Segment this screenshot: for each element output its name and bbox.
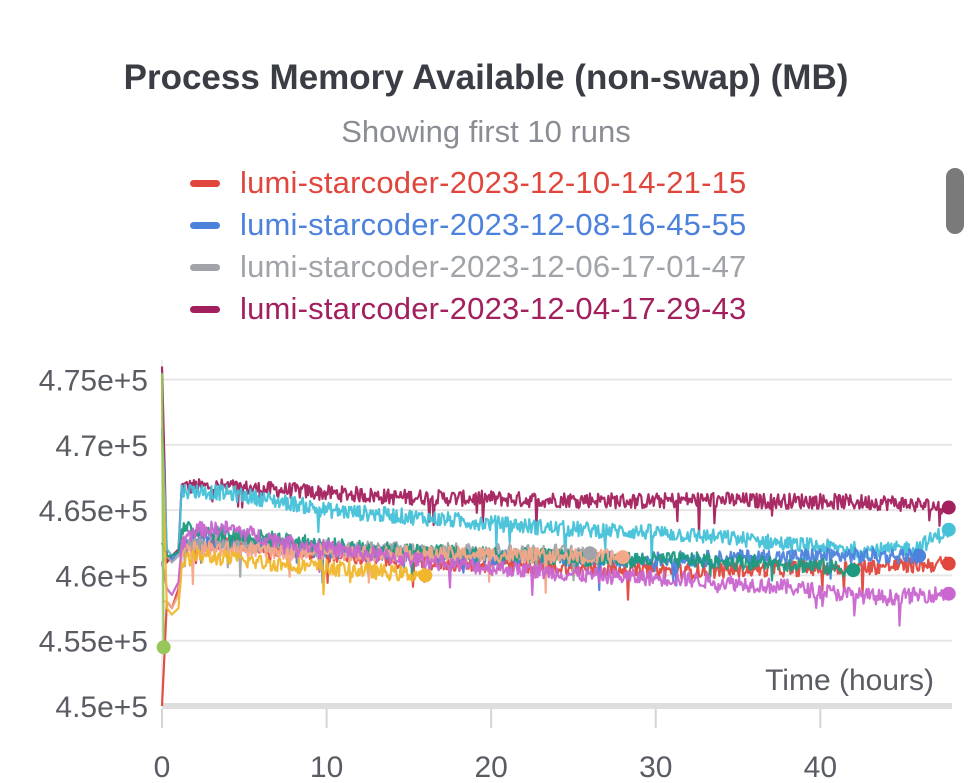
y-tick-label: 4.6e+5 [55, 560, 148, 593]
series-line [160, 438, 427, 616]
y-tick-label: 4.65e+5 [39, 495, 148, 528]
y-tick-label: 4.75e+5 [39, 365, 148, 398]
legend-item[interactable]: lumi-starcoder-2023-12-04-17-29-43 [190, 288, 747, 330]
series-line [160, 373, 165, 648]
series-line [160, 520, 950, 627]
legend-label: lumi-starcoder-2023-12-08-16-45-55 [240, 207, 747, 242]
legend-scrollbar-thumb[interactable] [946, 168, 964, 234]
series-line [160, 427, 950, 571]
chart-title: Process Memory Available (non-swap) (MB) [123, 58, 849, 97]
x-tick-label: 10 [310, 751, 343, 783]
y-tick-label: 4.55e+5 [39, 626, 148, 659]
x-axis-tick-labels: 0 10 20 30 40 [154, 751, 837, 783]
series-end-marker [941, 500, 956, 515]
x-axis-label: Time (hours) [765, 664, 934, 697]
legend-swatch [190, 263, 220, 271]
series-end-marker [156, 640, 171, 655]
legend-item[interactable]: lumi-starcoder-2023-12-08-16-45-55 [190, 204, 747, 246]
legend-swatch [190, 305, 220, 313]
series-end-marker [615, 550, 630, 565]
x-tick-label: 40 [804, 751, 837, 783]
series-end-marker [941, 586, 956, 601]
series-lines [160, 366, 950, 707]
chart-legend: lumi-starcoder-2023-12-10-14-21-15 lumi-… [190, 162, 747, 330]
legend-swatch [190, 221, 220, 229]
x-tick-label: 0 [154, 751, 171, 783]
chart-subtitle: Showing first 10 runs [341, 114, 631, 149]
legend-label: lumi-starcoder-2023-12-04-17-29-43 [240, 291, 747, 326]
y-tick-label: 4.7e+5 [55, 430, 148, 463]
series-end-marker [912, 548, 927, 563]
y-axis-tick-labels: 4.5e+5 4.55e+5 4.6e+5 4.65e+5 4.7e+5 4.75e+5 [39, 365, 148, 724]
series-end-markers [156, 500, 956, 655]
x-tick-label: 30 [639, 751, 672, 783]
series-end-marker [582, 546, 597, 561]
legend-label: lumi-starcoder-2023-12-10-14-21-15 [240, 165, 747, 200]
legend-item[interactable]: lumi-starcoder-2023-12-10-14-21-15 [190, 162, 747, 204]
legend-label: lumi-starcoder-2023-12-06-17-01-47 [240, 249, 747, 284]
legend-item[interactable]: lumi-starcoder-2023-12-06-17-01-47 [190, 246, 747, 288]
series-line [160, 366, 950, 564]
series-end-marker [846, 563, 861, 578]
legend-swatch [190, 179, 220, 187]
series-end-marker [941, 556, 956, 571]
series-end-marker [941, 522, 956, 537]
series-end-marker [418, 568, 433, 583]
y-tick-label: 4.5e+5 [55, 691, 148, 724]
x-tick-label: 20 [474, 751, 507, 783]
